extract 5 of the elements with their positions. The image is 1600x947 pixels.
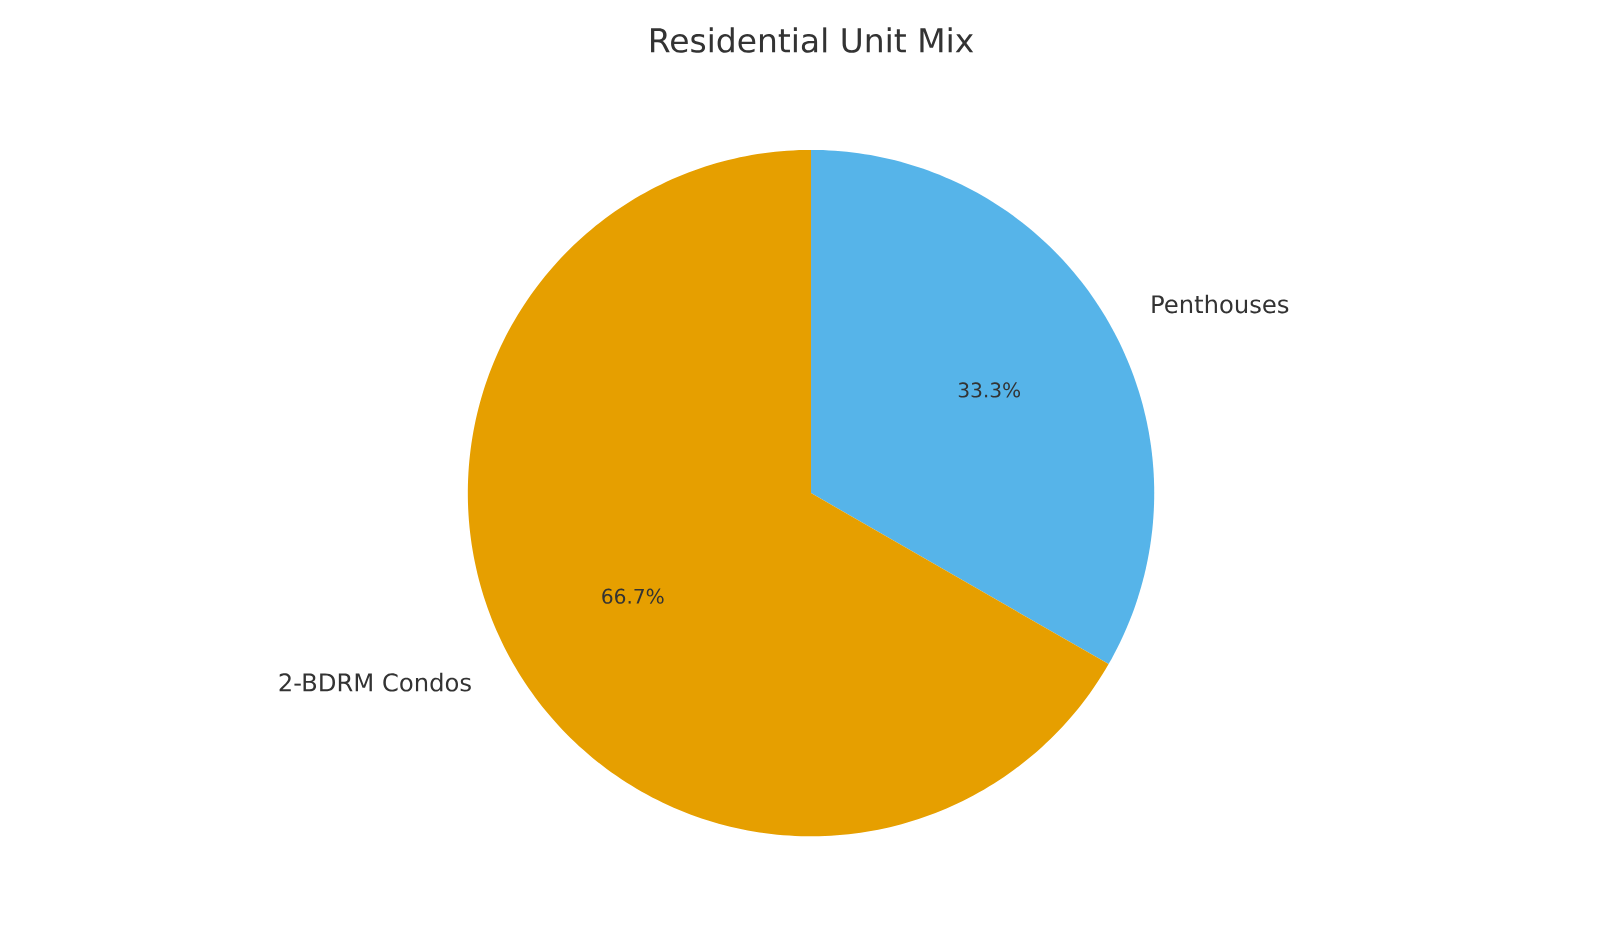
- slice-label: 2-BDRM Condos: [279, 672, 471, 692]
- data-label: 66.7%: [602, 588, 664, 604]
- chart-title: Residential Unit Mix: [651, 27, 974, 53]
- data-label: 33.3%: [958, 382, 1021, 398]
- slice-label: Penthouses: [1152, 294, 1289, 314]
